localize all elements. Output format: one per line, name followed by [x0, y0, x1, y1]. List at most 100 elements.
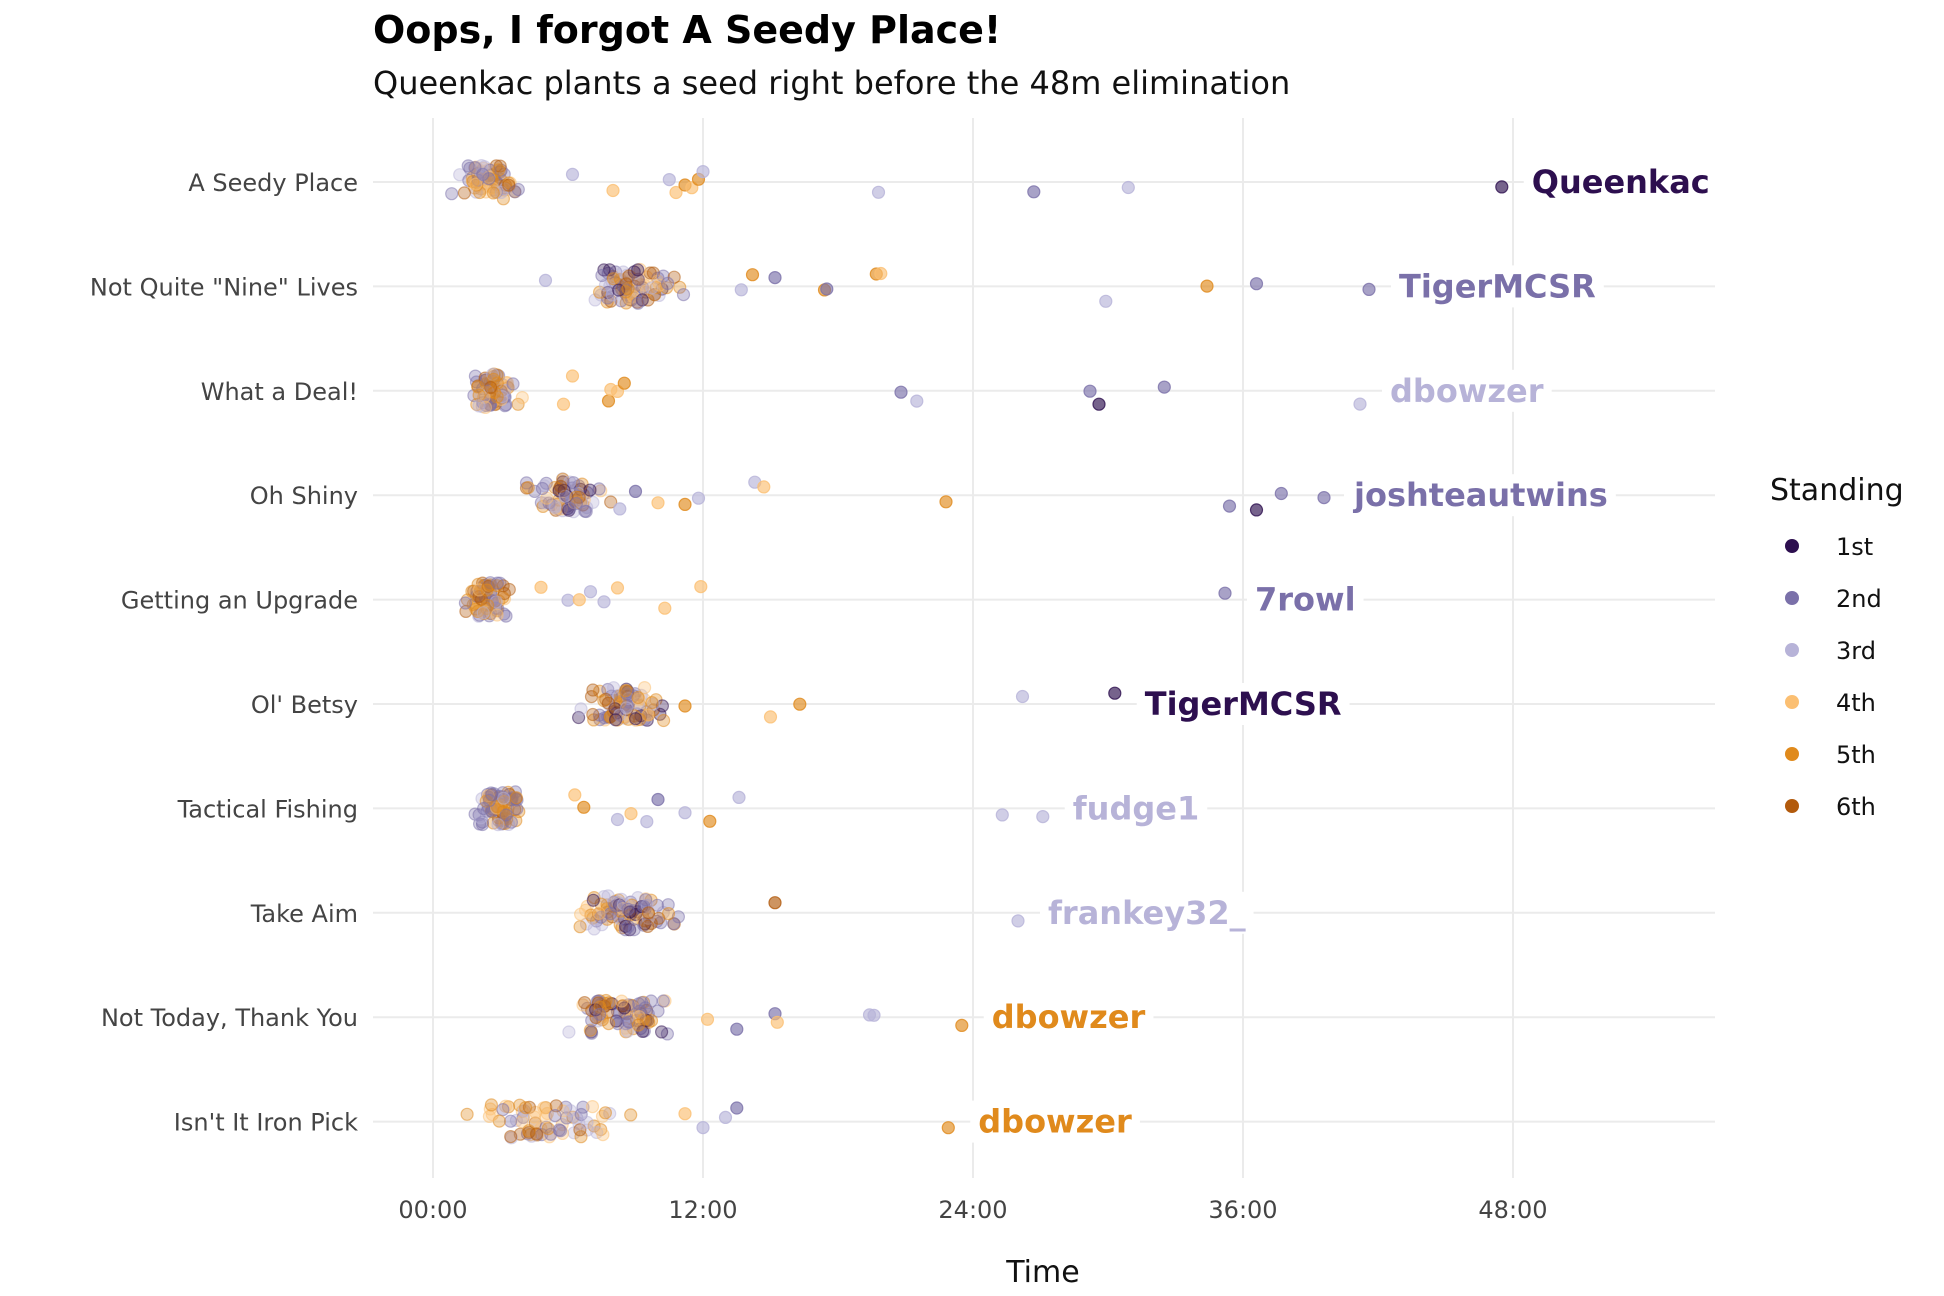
legend-key [1785, 695, 1799, 709]
annotation-label: fudge1 [1073, 789, 1199, 827]
data-point [696, 165, 710, 179]
data-point [820, 282, 834, 296]
data-point [563, 501, 577, 515]
data-point [502, 178, 516, 192]
data-point [608, 713, 623, 727]
points-layer [445, 159, 1509, 1145]
data-point [703, 814, 717, 828]
data-point [1157, 380, 1171, 394]
data-point [770, 1015, 784, 1029]
data-point [651, 496, 665, 510]
annotation-background [1136, 683, 1350, 725]
data-point [1249, 503, 1264, 517]
data-point [477, 801, 491, 816]
data-point [482, 1109, 496, 1124]
data-point [645, 695, 659, 710]
annotation-label: 7rowl [1255, 581, 1356, 619]
data-point [606, 183, 620, 198]
data-point [641, 708, 655, 722]
data-point [606, 272, 621, 286]
category-label: Not Quite "Nine" Lives [90, 273, 358, 301]
category-label: Getting an Upgrade [121, 587, 358, 615]
data-point [1092, 397, 1106, 411]
data-point [694, 579, 708, 594]
data-point [592, 906, 606, 921]
data-point [617, 376, 631, 390]
data-point [662, 173, 676, 187]
data-point [506, 377, 520, 391]
data-point [445, 187, 459, 201]
data-point [497, 791, 511, 805]
data-point [732, 790, 746, 805]
data-point [1249, 277, 1264, 291]
data-point [457, 186, 471, 200]
legend-label: 6th [1836, 793, 1876, 821]
data-point [1495, 180, 1509, 194]
data-point [730, 1022, 744, 1036]
data-point [678, 497, 692, 511]
data-point [757, 480, 771, 494]
data-point [490, 376, 504, 390]
data-point [563, 1103, 578, 1118]
data-point [955, 1018, 969, 1033]
data-point [615, 994, 629, 1008]
x-axis: 00:00 12:00 24:00 36:00 48:00 [398, 1196, 1547, 1224]
data-point [631, 273, 645, 287]
data-point [1200, 279, 1214, 293]
data-point [458, 596, 472, 610]
data-point [565, 167, 580, 181]
data-point [676, 288, 691, 302]
annotation-label: dbowzer [978, 1103, 1132, 1141]
data-point [871, 185, 886, 199]
data-point [460, 1107, 474, 1121]
data-point [1099, 294, 1113, 308]
data-point [609, 1014, 623, 1028]
data-point [1015, 689, 1030, 704]
data-point [554, 479, 568, 493]
data-point [529, 1127, 544, 1141]
legend: Standing 1st 2nd 3rd 4th 5th 6th [1770, 473, 1904, 821]
category-label: Ol' Betsy [251, 691, 358, 719]
data-point [678, 1107, 692, 1121]
data-point [568, 788, 582, 802]
data-point [671, 910, 686, 924]
data-point [469, 177, 483, 191]
data-point [644, 994, 658, 1008]
data-point [490, 608, 504, 622]
data-point [673, 280, 687, 294]
data-point [768, 271, 782, 285]
data-point [696, 1120, 710, 1135]
data-point [628, 712, 643, 726]
data-point [656, 713, 671, 728]
data-point [617, 1001, 632, 1015]
data-point [572, 490, 586, 504]
data-point [610, 581, 625, 595]
data-point [1108, 686, 1122, 700]
data-point [586, 683, 600, 697]
data-point [477, 606, 491, 621]
data-point [585, 1099, 600, 1114]
data-point [1317, 491, 1331, 505]
data-point [504, 815, 518, 829]
category-label: What a Deal! [201, 378, 358, 406]
data-point [573, 920, 587, 934]
data-point [768, 896, 782, 910]
data-point [556, 397, 571, 411]
data-point [1218, 586, 1232, 600]
data-point [1121, 180, 1135, 195]
data-point [660, 276, 675, 290]
data-point [601, 1016, 616, 1031]
annotation-label: joshteautwins [1352, 476, 1608, 514]
data-point [793, 697, 807, 711]
x-tick-label: 00:00 [398, 1196, 467, 1224]
annotation-background [970, 1100, 1140, 1143]
data-point [538, 273, 553, 287]
data-point [613, 502, 627, 516]
data-point [1036, 809, 1050, 824]
data-point [691, 491, 706, 505]
data-point [639, 893, 653, 907]
data-point [504, 1129, 518, 1144]
data-point [867, 1008, 881, 1022]
data-point [718, 1110, 733, 1125]
data-point [661, 906, 676, 921]
